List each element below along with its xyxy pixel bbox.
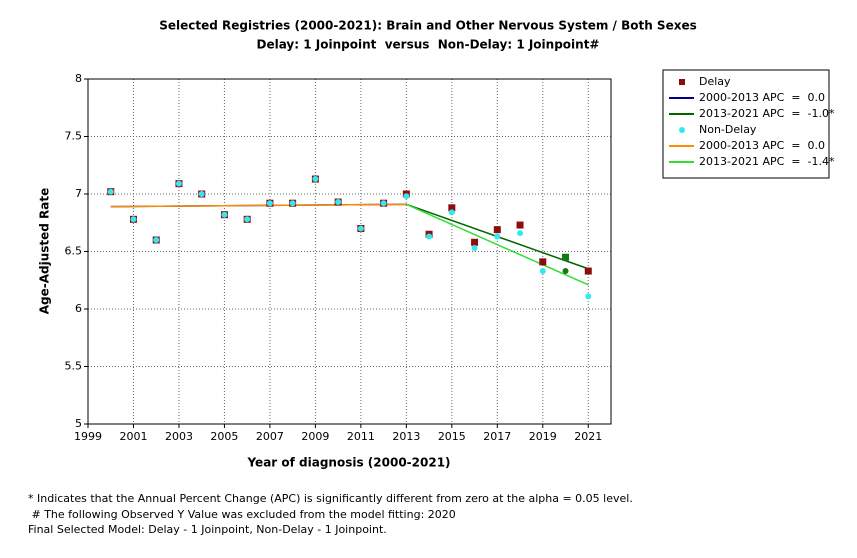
- data-point: [357, 225, 364, 232]
- y-tick-label: 5: [75, 417, 82, 430]
- data-point: [289, 200, 296, 207]
- data-point: [539, 268, 546, 275]
- fit-line: [110, 203, 407, 208]
- chart-title: Selected Registries (2000-2021): Brain a…: [159, 19, 697, 33]
- data-point: [380, 200, 387, 207]
- data-point: [562, 253, 570, 261]
- y-tick-label: 6: [75, 302, 82, 315]
- x-axis-label: Year of diagnosis (2000-2021): [246, 456, 450, 470]
- data-point: [584, 267, 592, 275]
- legend-marker: [679, 127, 685, 133]
- data-point: [198, 191, 205, 197]
- legend-label: 2000-2013 APC = 0.0: [699, 91, 825, 104]
- data-point: [312, 176, 319, 183]
- x-tick-label: 2021: [574, 430, 602, 443]
- data-point: [471, 245, 478, 252]
- x-tick-label: 1999: [74, 430, 102, 443]
- x-tick-label: 2003: [165, 430, 193, 443]
- fit-line: [406, 203, 589, 286]
- x-tick-label: 2001: [119, 430, 147, 443]
- data-point: [493, 226, 501, 234]
- data-point: [244, 216, 251, 223]
- data-point: [130, 216, 137, 223]
- footnote: * Indicates that the Annual Percent Chan…: [28, 492, 633, 505]
- plot-frame: [87, 78, 612, 425]
- y-tick-label: 6.5: [65, 245, 83, 258]
- data-point: [517, 230, 524, 237]
- chart-subtitle: Delay: 1 Joinpoint versus Non-Delay: 1 J…: [256, 38, 599, 52]
- y-tick-label: 5.5: [65, 360, 83, 373]
- data-point: [426, 233, 433, 240]
- legend-label: 2013-2021 APC = -1.0*: [699, 107, 835, 120]
- y-tick-label: 7: [75, 187, 82, 200]
- x-tick-label: 2011: [347, 430, 375, 443]
- data-point: [562, 268, 569, 275]
- x-tick-label: 2005: [210, 430, 238, 443]
- legend-label: Non-Delay: [699, 123, 757, 136]
- legend-marker: [679, 79, 685, 85]
- data-point: [516, 221, 524, 229]
- x-tick-label: 2019: [529, 430, 557, 443]
- x-tick-label: 2015: [438, 430, 466, 443]
- y-tick-label: 7.5: [65, 130, 83, 143]
- x-tick-label: 2007: [256, 430, 284, 443]
- data-point: [153, 237, 160, 243]
- y-axis-label: Age-Adjusted Rate: [38, 188, 52, 315]
- data-point: [266, 200, 273, 207]
- data-point: [403, 193, 410, 200]
- footnote: Final Selected Model: Delay - 1 Joinpoin…: [28, 523, 387, 536]
- legend-label: Delay: [699, 75, 731, 88]
- legend-box: [662, 69, 830, 179]
- data-point: [494, 233, 501, 240]
- data-point: [107, 188, 114, 195]
- data-point: [175, 180, 182, 187]
- legend-label: 2013-2021 APC = -1.4*: [699, 155, 835, 168]
- data-point: [448, 209, 455, 216]
- data-point: [539, 258, 547, 266]
- data-point: [585, 293, 592, 300]
- y-tick-label: 8: [75, 72, 82, 85]
- data-point: [221, 211, 228, 218]
- data-point: [335, 199, 342, 206]
- x-tick-label: 2017: [483, 430, 511, 443]
- data-point: [471, 238, 479, 246]
- x-tick-label: 2013: [392, 430, 420, 443]
- footnote: # The following Observed Y Value was exc…: [28, 508, 456, 521]
- x-tick-label: 2009: [301, 430, 329, 443]
- legend-label: 2000-2013 APC = 0.0: [699, 139, 825, 152]
- data-point: [448, 204, 456, 212]
